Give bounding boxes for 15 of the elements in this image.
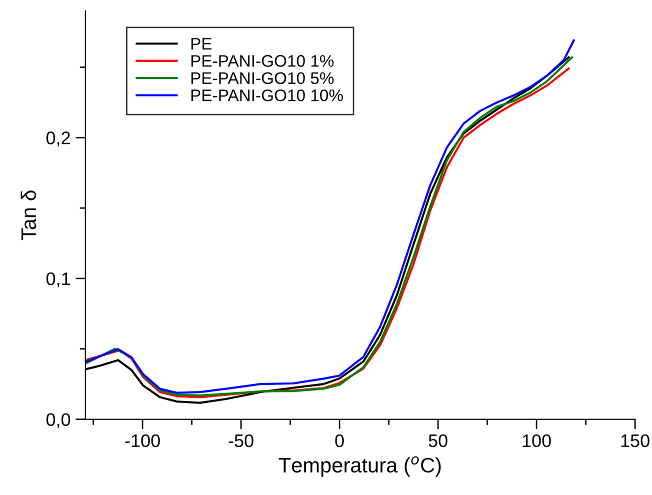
legend-label: PE — [191, 38, 212, 50]
legend-label: PE-PANI-GO10 10% — [191, 89, 343, 102]
x-tick-label: 100 — [522, 434, 551, 448]
x-axis-title: Temperatura ($^{o}$C) — [278, 456, 441, 477]
x-tick-label: -100 — [125, 434, 160, 448]
x-tick-label: -50 — [228, 434, 254, 448]
legend-label: PE-PANI-GO10 5% — [191, 72, 334, 84]
y-tick-label: 0,2 — [46, 132, 70, 146]
y-tick-label: 0,0 — [46, 413, 70, 428]
y-axis-title: Tan δ — [20, 190, 36, 240]
x-tick-label: 150 — [621, 434, 650, 448]
x-tick-label: 50 — [428, 434, 448, 448]
y-tick-label: 0,1 — [46, 272, 70, 288]
legend-label: PE-PANI-GO10 1% — [191, 55, 334, 67]
x-tick-label: 0 — [335, 434, 344, 448]
